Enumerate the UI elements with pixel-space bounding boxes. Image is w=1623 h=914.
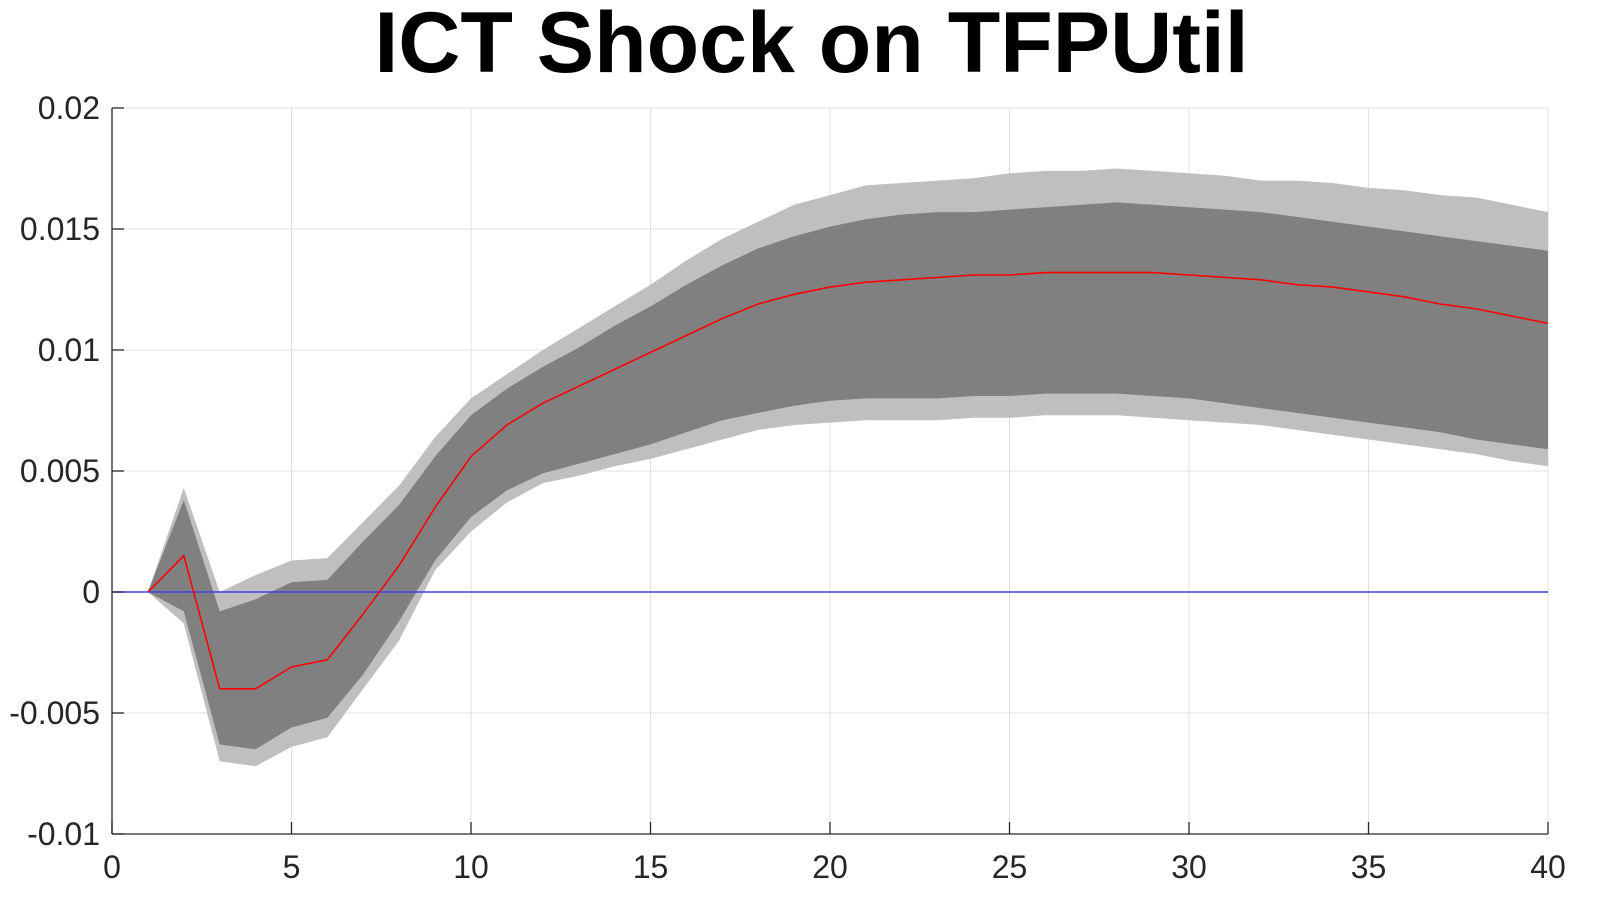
tick-label-layer: 0 5 10 15 20 25 30 35 40 -0.01 -0.005 0 0.005 0.01 0.0… — [9, 90, 1566, 885]
y-tick-label: 0 — [82, 574, 100, 610]
chart-title: ICT Shock on TFPUtil — [374, 0, 1249, 91]
x-tick-label: 25 — [992, 849, 1028, 885]
x-tick-label: 40 — [1530, 849, 1566, 885]
y-tick-label: -0.005 — [9, 695, 100, 731]
y-tick-label: -0.01 — [27, 816, 100, 852]
y-tick-label: 0.015 — [20, 211, 100, 247]
x-tick-label: 30 — [1171, 849, 1207, 885]
line-layer — [112, 271, 1549, 690]
median-response-line — [147, 271, 1549, 690]
x-tick-label: 35 — [1351, 849, 1387, 885]
x-tick-label: 15 — [633, 849, 669, 885]
x-tick-label: 10 — [453, 849, 489, 885]
y-tick-label: 0.01 — [38, 332, 100, 368]
axes-layer — [111, 107, 1549, 835]
y-tick-label: 0.005 — [20, 453, 100, 489]
x-tick-label: 0 — [103, 849, 121, 885]
inner-confidence-band — [147, 202, 1548, 750]
y-tick-label: 0.02 — [38, 90, 100, 126]
x-tick-label: 5 — [283, 849, 301, 885]
x-tick-label: 20 — [812, 849, 848, 885]
band-layer — [147, 168, 1548, 767]
